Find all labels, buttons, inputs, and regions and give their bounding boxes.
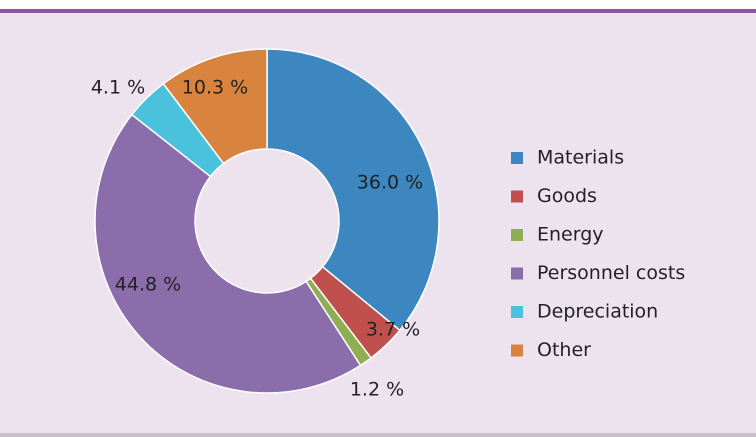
donut-slice [266, 48, 440, 332]
donut-slice [94, 113, 362, 394]
data-label: 1.2 % [350, 379, 404, 401]
data-label: 44.8 % [115, 274, 181, 296]
legend-label: Depreciation [537, 301, 658, 323]
data-label: 10.3 % [182, 77, 248, 99]
legend-label: Energy [537, 224, 604, 246]
data-label: 4.1 % [91, 77, 145, 99]
top-margin [0, 0, 756, 9]
legend-swatch [511, 229, 523, 241]
top-bar [0, 9, 756, 13]
data-label: 3.7 % [366, 319, 420, 341]
donut-slice [162, 48, 268, 165]
legend-label: Materials [537, 147, 624, 169]
legend-label: Goods [537, 185, 597, 207]
legend-swatch [511, 267, 523, 280]
legend-swatch [511, 344, 523, 357]
legend-swatch [511, 152, 523, 164]
data-label: 36.0 % [357, 172, 423, 194]
legend-swatch [511, 190, 523, 203]
bottom-border [0, 433, 756, 437]
legend-swatch [511, 306, 523, 318]
legend-label: Personnel costs [537, 262, 685, 284]
legend-label: Other [537, 339, 591, 361]
